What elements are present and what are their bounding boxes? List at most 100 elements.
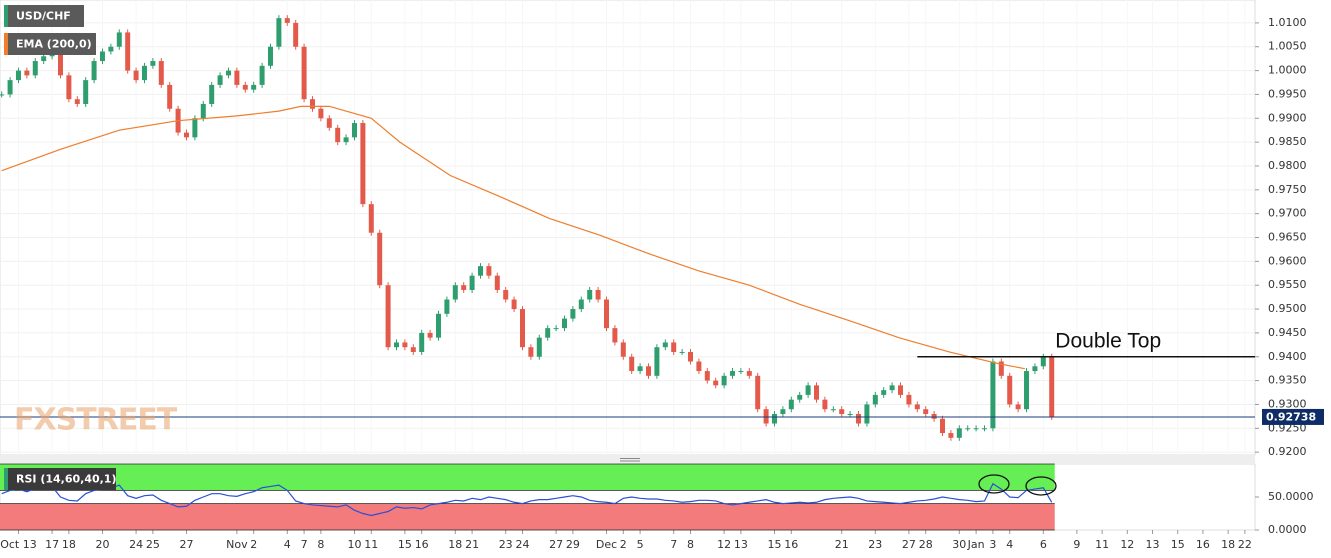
candle	[671, 342, 677, 352]
candle	[620, 342, 626, 357]
x-tick-label: Oct 13	[0, 538, 37, 551]
y-tick-label: 0.9950	[1268, 87, 1307, 100]
x-tick-label: 15	[398, 538, 412, 551]
candle	[587, 289, 593, 300]
x-tick-label: Jan	[967, 538, 985, 551]
x-tick-label: 18	[62, 538, 76, 551]
candle	[477, 266, 483, 276]
x-tick-label: 27	[549, 538, 563, 551]
candle	[830, 409, 836, 411]
candle	[704, 371, 710, 381]
candle	[797, 394, 803, 400]
candle	[948, 433, 954, 438]
candle	[368, 204, 374, 233]
candle	[561, 318, 567, 329]
y-tick-label: 0.9800	[1268, 159, 1307, 172]
candle	[503, 289, 509, 300]
candle	[225, 70, 231, 76]
legend-box	[4, 33, 96, 55]
candle	[940, 418, 946, 434]
x-tick-label: 2	[250, 538, 257, 551]
x-tick-label: 12	[717, 538, 731, 551]
y-tick-label: 0.9650	[1268, 231, 1307, 244]
y-tick-label: 0.9600	[1268, 254, 1307, 267]
candle	[0, 94, 5, 96]
candle	[898, 385, 904, 395]
legend-label: EMA (200,0)	[16, 38, 92, 51]
candle	[755, 375, 761, 410]
legend-swatch	[4, 5, 8, 27]
y-tick-label: 0.9200	[1268, 445, 1307, 458]
candle	[150, 61, 156, 66]
candle	[746, 371, 752, 376]
x-tick-label: 9	[1073, 538, 1080, 551]
legend-label: RSI (14,60,40,1)	[16, 473, 116, 486]
candle	[427, 332, 433, 338]
x-tick-label: 11	[1095, 538, 1109, 551]
candle	[41, 56, 47, 62]
candle	[1007, 375, 1013, 405]
candle	[646, 366, 652, 376]
candle	[486, 266, 492, 276]
candle	[637, 366, 643, 372]
candle	[158, 61, 164, 85]
candle	[990, 361, 996, 429]
x-tick-label: 15	[1171, 538, 1185, 551]
last-price-box	[1262, 408, 1324, 425]
x-tick-label: 15	[768, 538, 782, 551]
x-tick-label: 27	[179, 538, 193, 551]
candle	[864, 404, 870, 424]
y-tick-label: 50.0000	[1268, 490, 1314, 503]
y-tick-label: 0.9350	[1268, 374, 1307, 387]
candle	[998, 361, 1004, 376]
y-tick-label: 0.9750	[1268, 183, 1307, 196]
candle	[519, 309, 525, 348]
candle	[192, 118, 198, 138]
y-tick-label: 0.9450	[1268, 326, 1307, 339]
candle	[494, 275, 500, 290]
candle	[839, 409, 845, 414]
x-tick-label: 16	[1196, 538, 1210, 551]
rsi-band	[0, 464, 1055, 491]
y-tick-label: 0.9900	[1268, 111, 1307, 124]
x-tick-label: 12	[1120, 538, 1134, 551]
y-tick-label: 1.0000	[1268, 64, 1307, 77]
legend-label: USD/CHF	[16, 10, 71, 23]
candle	[713, 380, 719, 386]
candle	[276, 18, 282, 47]
candle	[309, 99, 315, 109]
x-tick-label: 7	[670, 538, 677, 551]
x-tick-label: Nov	[226, 538, 248, 551]
x-tick-label: 27	[902, 538, 916, 551]
candle	[688, 351, 694, 362]
candle	[1032, 366, 1038, 372]
legend-swatch	[4, 468, 8, 490]
candle	[15, 70, 21, 81]
candle	[444, 299, 450, 314]
candle	[923, 409, 929, 414]
candle	[410, 347, 416, 352]
candle	[545, 328, 551, 338]
x-tick-label: 30	[952, 538, 966, 551]
candle	[83, 80, 89, 104]
candle	[217, 75, 223, 85]
candle	[385, 285, 391, 348]
candle	[74, 99, 80, 104]
candle	[251, 84, 257, 90]
candle	[956, 428, 962, 438]
annotation-label: Double Top	[1055, 329, 1161, 352]
candle	[662, 342, 668, 348]
candle	[301, 46, 307, 100]
x-tick-label: 13	[734, 538, 748, 551]
candle	[730, 371, 736, 376]
candle	[780, 409, 786, 414]
candle	[435, 313, 441, 338]
x-tick-label: 4	[284, 538, 291, 551]
candle	[335, 127, 341, 143]
candle	[32, 61, 38, 76]
x-tick-label: 3	[989, 538, 996, 551]
x-tick-label: 24	[129, 538, 143, 551]
panel-separator[interactable]	[0, 456, 1255, 463]
